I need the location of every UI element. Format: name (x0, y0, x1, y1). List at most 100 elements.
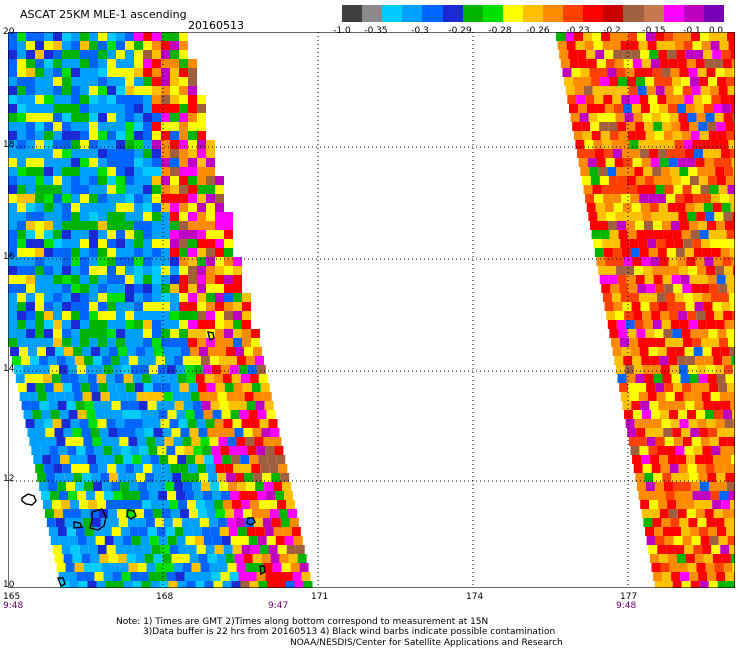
swath-cell (163, 518, 173, 527)
swath-cell (116, 293, 125, 302)
swath-cell (237, 527, 247, 536)
swath-cell (708, 230, 718, 239)
swath-cell (206, 230, 215, 239)
swath-cell (17, 212, 26, 221)
swath-cell (134, 131, 143, 140)
swath-cell (721, 554, 731, 563)
swath-cell (664, 536, 674, 545)
swath-cell (258, 374, 268, 383)
swath-cell (26, 131, 35, 140)
swath-cell (591, 230, 601, 239)
swath-cell (150, 374, 160, 383)
swath-cell (691, 437, 701, 446)
colorbar-swatch (402, 5, 423, 22)
swath-cell (66, 527, 76, 536)
swath-cell (91, 518, 101, 527)
swath-cell (700, 185, 710, 194)
swath-cell (17, 113, 26, 122)
swath-cell (39, 482, 49, 491)
swath-cell (80, 113, 89, 122)
swath-cell (58, 572, 68, 581)
swath-cell (143, 230, 152, 239)
swath-cell (24, 374, 34, 383)
swath-cell (197, 239, 206, 248)
swath-cell (634, 68, 644, 77)
swath-cell (111, 482, 121, 491)
swath-cell (674, 392, 684, 401)
swath-cell (663, 482, 673, 491)
swath-cell (224, 293, 233, 302)
swath-cell (108, 554, 118, 563)
swath-cell (618, 77, 628, 86)
swath-cell (661, 419, 671, 428)
swath-cell (161, 338, 171, 347)
swath-cell (170, 185, 179, 194)
swath-cell (80, 50, 89, 59)
swath-cell (92, 356, 102, 365)
swath-cell (179, 275, 188, 284)
swath-cell (35, 302, 44, 311)
swath-cell (161, 230, 170, 239)
swath-cell (690, 77, 700, 86)
swath-cell (93, 482, 103, 491)
swath-cell (695, 356, 705, 365)
swath-cell (8, 140, 17, 149)
swath-cell (126, 347, 136, 356)
swath-cell (8, 77, 17, 86)
swath-cell (257, 410, 267, 419)
swath-cell (290, 563, 300, 572)
swath-cell (635, 176, 645, 185)
swath-cell (716, 374, 726, 383)
swath-cell (180, 554, 190, 563)
swath-cell (698, 473, 708, 482)
swath-cell (105, 374, 115, 383)
swath-cell (74, 437, 84, 446)
swath-cell (87, 374, 97, 383)
swath-cell (157, 365, 167, 374)
swath-cell (653, 275, 663, 284)
swath-cell (196, 419, 206, 428)
swath-cell (44, 140, 53, 149)
swath-cell (595, 50, 605, 59)
swath-cell (620, 338, 630, 347)
swath-cell (44, 284, 53, 293)
swath-cell (723, 563, 733, 572)
swath-cell (654, 527, 664, 536)
swath-cell (138, 527, 148, 536)
swath-cell (646, 185, 656, 194)
swath-cell (85, 446, 95, 455)
swath-cell (649, 104, 659, 113)
swath-cell (256, 365, 266, 374)
swath-cell (661, 221, 671, 230)
swath-cell (251, 509, 261, 518)
swath-cell (690, 581, 700, 588)
swath-cell (611, 338, 621, 347)
colorbar-tick-label: -0.26 (526, 26, 550, 36)
swath-cell (670, 419, 680, 428)
swath-cell (672, 428, 682, 437)
swath-cell (693, 248, 703, 257)
swath-cell (116, 239, 125, 248)
swath-cell (702, 95, 712, 104)
swath-cell (282, 527, 292, 536)
swath-cell (603, 194, 613, 203)
swath-cell (17, 239, 26, 248)
swath-cell (239, 410, 249, 419)
swath-cell (609, 329, 619, 338)
island-outline (73, 521, 84, 529)
swath-cell (178, 419, 188, 428)
swath-cell (709, 86, 719, 95)
swath-cell (206, 329, 215, 338)
swath-cell (26, 293, 35, 302)
swath-cell (627, 77, 637, 86)
swath-cell (706, 419, 716, 428)
time-label-middle: 9:47 (268, 601, 289, 611)
swath-cell (107, 509, 117, 518)
swath-cell (158, 410, 168, 419)
swath-cell (35, 41, 44, 50)
swath-cell (170, 86, 179, 95)
swath-cell (179, 41, 188, 50)
swath-cell (116, 167, 125, 176)
swath-cell (242, 302, 251, 311)
swath-cell (179, 50, 188, 59)
